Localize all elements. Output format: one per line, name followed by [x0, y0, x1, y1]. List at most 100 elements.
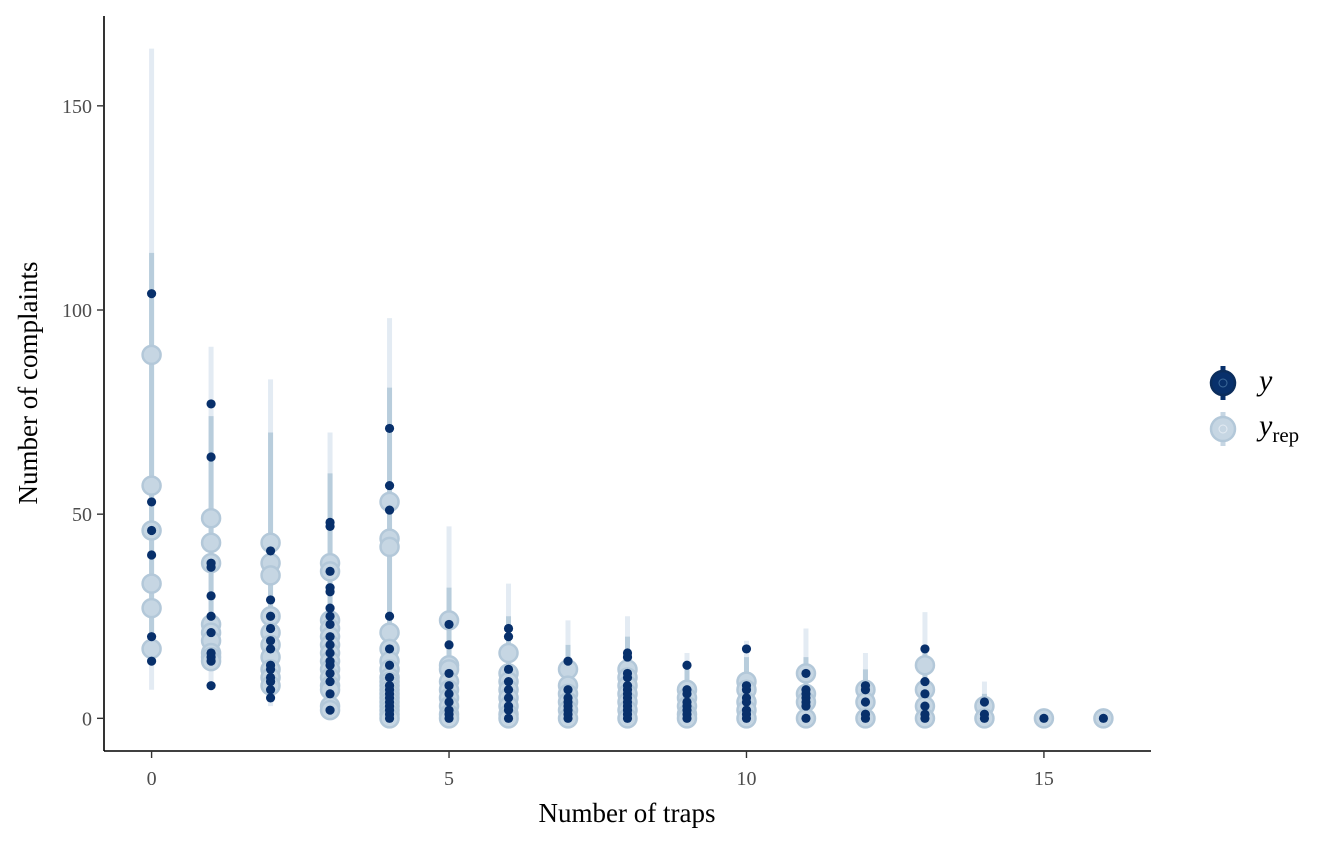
y-point-6-2 — [503, 664, 514, 674]
y-point-10-7 — [741, 713, 752, 723]
y-tick-label-150: 150 — [62, 96, 92, 118]
y-point-11-6 — [801, 713, 811, 723]
y-point-6-3 — [503, 676, 514, 687]
x-tick-label-0: 0 — [147, 768, 157, 790]
yrep-point-0-4 — [141, 597, 162, 619]
y-point-4-2 — [384, 505, 395, 515]
legend-label-y: y — [1256, 364, 1273, 397]
y-point-5-8 — [444, 713, 454, 723]
y-point-8-3 — [622, 672, 633, 683]
y-point-2-7 — [265, 664, 276, 674]
legend-label-yrep: yrep — [1256, 409, 1299, 447]
y-point-1-5 — [206, 611, 216, 621]
y-point-0-3 — [146, 550, 157, 560]
y-point-13-5 — [920, 713, 930, 723]
y-point-1-10 — [206, 681, 216, 691]
y-point-4-3 — [384, 611, 395, 621]
yrep-point-0-0 — [141, 344, 162, 366]
y-point-8-1 — [622, 652, 633, 662]
y-point-3-5 — [325, 603, 335, 613]
y-point-8-12 — [622, 713, 633, 723]
yrep-point-4-2 — [379, 536, 400, 558]
yrep-point-0-5 — [141, 638, 162, 660]
y-point-9-2 — [682, 689, 692, 699]
x-axis-title: Number of traps — [539, 798, 716, 828]
y-point-3-6 — [325, 611, 335, 621]
yrep-point-2-2 — [260, 565, 281, 586]
y-tick-label-50: 50 — [72, 504, 92, 526]
y-point-9-7 — [682, 713, 692, 723]
y-point-2-0 — [265, 546, 276, 556]
y-point-3-8 — [325, 632, 335, 642]
y-point-5-4 — [444, 689, 454, 699]
y-point-3-7 — [325, 619, 335, 630]
yrep-point-0-3 — [141, 573, 162, 594]
y-point-2-3 — [265, 623, 276, 634]
y-point-1-3 — [206, 562, 216, 572]
y-point-6-1 — [503, 632, 514, 642]
y-point-15-0 — [1039, 713, 1049, 723]
y-point-0-0 — [146, 289, 157, 299]
y-point-2-10 — [265, 685, 276, 695]
y-point-4-6 — [384, 672, 395, 683]
y-point-5-5 — [444, 697, 454, 707]
y-point-4-15 — [384, 713, 395, 723]
x-axis-ticks: 0 5 10 15 — [147, 751, 1054, 790]
y-point-0-1 — [146, 497, 157, 507]
y-point-4-0 — [384, 423, 395, 434]
y-point-1-1 — [206, 452, 216, 462]
y-tick-label-0: 0 — [82, 708, 92, 730]
y-point-1-6 — [206, 627, 216, 638]
y-point-6-4 — [503, 685, 514, 695]
y-point-13-3 — [920, 701, 930, 711]
y-point-1-0 — [206, 399, 216, 409]
y-axis-ticks: 0 50 100 150 — [62, 96, 104, 730]
y-point-6-7 — [503, 705, 514, 715]
y-point-0-4 — [146, 632, 157, 642]
y-point-5-1 — [444, 640, 454, 650]
y-point-3-15 — [325, 689, 335, 699]
y-point-2-4 — [265, 636, 276, 646]
y-point-3-4 — [325, 587, 335, 597]
y-point-6-0 — [503, 623, 514, 634]
x-tick-label-5: 5 — [444, 768, 454, 790]
y-point-4-4 — [384, 644, 395, 654]
y-point-3-16 — [325, 705, 335, 715]
y-point-2-1 — [265, 595, 276, 605]
y-point-3-13 — [325, 668, 335, 679]
yrep-point-1-1 — [200, 532, 222, 553]
y-point-4-1 — [384, 480, 395, 491]
interval-layer — [149, 48, 1106, 719]
y-point-11-5 — [801, 701, 811, 711]
y-point-3-1 — [325, 521, 335, 532]
legend-key-y — [1209, 366, 1237, 400]
y-point-3-9 — [325, 640, 335, 650]
y-point-3-12 — [325, 660, 335, 670]
y-point-16-0 — [1098, 713, 1109, 723]
y-point-2-11 — [265, 693, 276, 703]
y-point-1-9 — [206, 656, 216, 666]
y-point-13-0 — [920, 644, 930, 654]
y-point-3-2 — [325, 566, 335, 576]
x-tick-label-10: 10 — [736, 768, 756, 790]
y-point-14-2 — [979, 713, 990, 723]
y-point-0-2 — [146, 525, 157, 536]
y-point-10-0 — [741, 644, 752, 654]
y-point-1-4 — [206, 591, 216, 601]
y-point-7-7 — [563, 713, 573, 723]
y-tick-label-100: 100 — [62, 300, 92, 322]
y-point-6-8 — [503, 713, 514, 723]
y-point-12-2 — [860, 697, 871, 707]
y-point-5-2 — [444, 668, 454, 679]
y-point-5-3 — [444, 681, 454, 691]
yrep-point-0-1 — [141, 475, 162, 496]
y-point-13-1 — [920, 676, 930, 687]
yrep-point-1-0 — [200, 508, 222, 529]
y-point-2-9 — [265, 676, 276, 687]
y-point-3-14 — [325, 676, 335, 687]
y-point-14-0 — [979, 697, 990, 707]
y-points-layer — [146, 289, 1109, 723]
legend-key-yrep — [1209, 412, 1237, 446]
y-point-4-5 — [384, 660, 395, 670]
